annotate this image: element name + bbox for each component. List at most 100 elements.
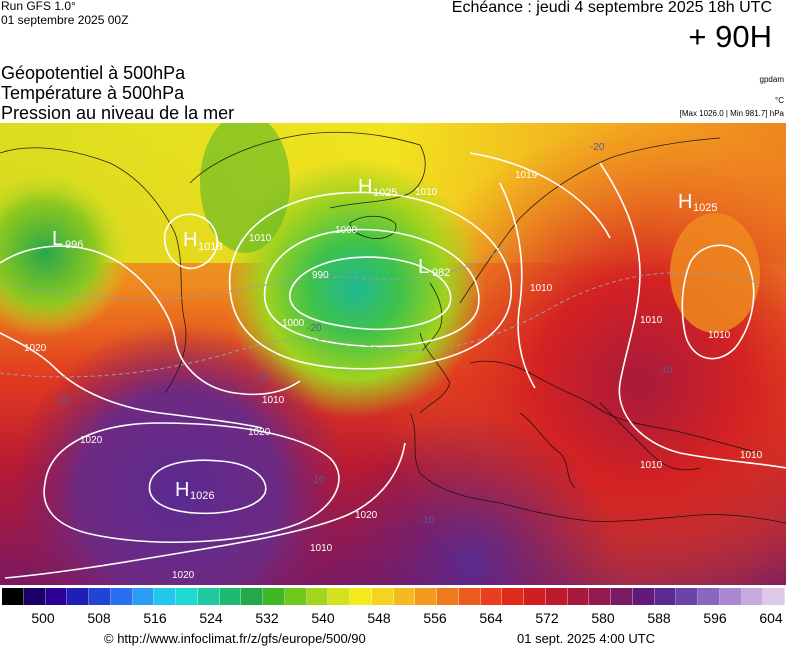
color-swatch [263,588,285,605]
isobar-1010-low [228,191,513,370]
color-swatch [632,588,655,605]
color-swatch [306,588,329,605]
parameter-temperature: Température à 500hPa [1,83,185,103]
isobar-1010-west [0,245,301,396]
high-center-1026-value: 1026 [190,490,214,502]
high-center-1018: H [183,229,197,251]
lead-time: + 90H [688,19,772,54]
color-swatch [524,588,546,605]
color-swatch [719,588,742,605]
high-center-north: H [358,176,372,198]
temperature-label: -10 [658,365,673,376]
color-swatch [197,588,220,605]
isobar-labels: 1020 1010 1010 1000 990 1000 1010 1010 1… [24,170,763,554]
color-swatch [241,588,263,605]
isotherms [0,242,761,378]
isobar-label: 1000 [335,225,358,236]
color-scale-tick: 572 [535,610,559,626]
color-swatch [415,588,437,605]
color-swatch [284,588,307,605]
color-scale-tick: 548 [367,610,391,626]
color-scale-tick: 596 [703,610,727,626]
color-scale-labels: 500 508 516 524 532 540 548 556 564 572 580 588 596 6… [0,609,786,627]
run-date: 01 septembre 2025 00Z [1,13,129,27]
isobar-label: 1010 [415,187,438,198]
color-scale-tick: 556 [423,610,447,626]
isobar-label: 990 [312,270,329,281]
isobar-label: 1020 [24,343,47,354]
isobar-label: 1020 [172,570,195,581]
weather-map: L 996 H 1018 H 1025 L 982 H 1025 H 1026 … [0,123,786,585]
color-swatch [89,588,111,605]
pressure-centers: L 996 H 1018 H 1025 L 982 H 1025 H 1026 [52,176,717,502]
color-swatch [23,588,46,605]
color-scale-tick: 580 [591,610,615,626]
color-swatch [328,588,350,605]
temperature-label: -10 [253,373,268,384]
color-swatch [676,588,698,605]
high-center-north-value: 1025 [373,187,397,199]
isobar-990 [289,256,452,331]
color-swatch [371,588,394,605]
isobar-1020-east [681,244,755,360]
low-center-west: L [52,228,63,250]
color-swatch [67,588,89,605]
unit-pressure-range: [Max 1026.0 | Min 981.7] hPa [679,109,784,118]
color-scale-tick: 604 [759,610,783,626]
color-scale-tick: 516 [143,610,167,626]
color-scale-tick: 524 [199,610,223,626]
unit-geopotential: gpdam [759,75,784,84]
color-swatch [698,588,720,605]
color-swatch [154,588,176,605]
high-center-east-value: 1025 [693,202,717,214]
color-swatch [350,588,372,605]
credit-url: © http://www.infoclimat.fr/z/gfs/europe/… [104,631,366,646]
temperature-label: -10 [310,475,325,486]
isobar-1000 [263,228,480,348]
temperature-label: -20 [590,142,605,153]
temperature-labels: -10 -10 -20 -10 -20 -10 -10 [55,142,673,526]
isobar-1019 [469,152,611,239]
color-swatch [654,588,677,605]
isobar-label: 1010 [262,395,285,406]
isobar-label: 1020 [248,427,271,438]
isobar-label: 1010 [640,460,663,471]
parameter-pressure: Pression au niveau de la mer [1,103,235,123]
color-swatch [545,588,568,605]
color-swatch [502,588,524,605]
isobar-h1018 [163,213,219,270]
color-swatch [132,588,155,605]
isobar-h1026 [148,459,267,515]
valid-time: Echéance : jeudi 4 septembre 2025 18h UT… [451,0,772,16]
isobar-label: 1010 [530,283,553,294]
isobar-1020-ring [43,422,340,543]
color-swatch [45,588,68,605]
parameter-geopotential: Géopotentiel à 500hPa [1,63,186,83]
low-center-west-value: 996 [65,239,83,251]
color-swatch [110,588,133,605]
run-name: Run GFS 1.0° [1,0,76,13]
color-swatch [393,588,416,605]
isobar-1010-north [499,182,536,389]
isobar-label: 1010 [740,450,763,461]
isobar-label: 1010 [708,330,731,341]
isobar-label: 1010 [640,315,663,326]
coastlines [0,131,786,524]
temperature-label: -10 [420,515,435,526]
color-swatch [567,588,590,605]
isobar-1020-atlantic [0,332,263,429]
isobar-label: 1020 [80,435,103,446]
isobar-east [599,162,786,469]
credit-time: 01 sept. 2025 4:00 UTC [517,631,656,646]
low-center-982: L [418,256,429,278]
isobar-1020-south [4,442,406,579]
temperature-label: -20 [307,323,322,334]
color-scale-tick: 508 [87,610,111,626]
high-center-1026: H [175,479,189,501]
color-swatch [2,588,24,605]
field-green-band [200,123,290,253]
color-swatch [589,588,611,605]
color-swatch [611,588,633,605]
color-swatch [437,588,459,605]
color-swatch [480,588,503,605]
